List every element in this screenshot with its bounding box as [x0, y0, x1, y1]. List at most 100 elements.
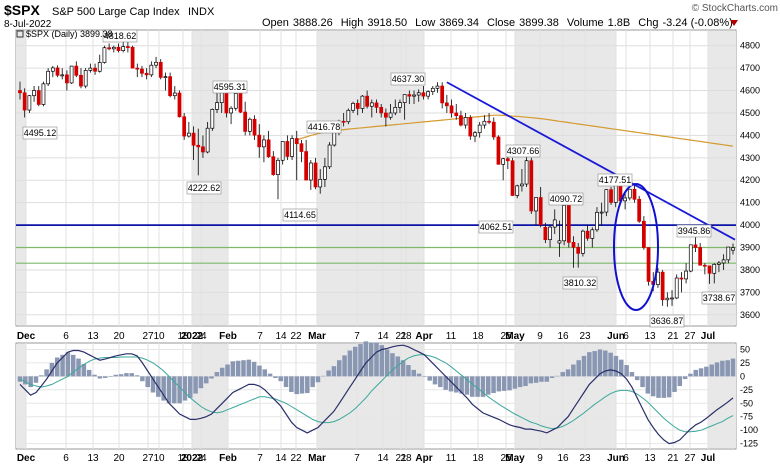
candle: [308, 160, 313, 190]
candle: [60, 68, 65, 80]
candle-body: [32, 90, 36, 97]
macd-hist-bar: [363, 341, 369, 377]
candle-body: [505, 158, 510, 162]
annotation: 4114.65: [282, 208, 318, 222]
macd-hist-bar: [395, 356, 401, 377]
macd-hist-bar: [251, 361, 257, 377]
candle-body: [449, 105, 454, 114]
candle-body: [632, 188, 637, 200]
date-label: 8-Jul-2022: [4, 19, 52, 30]
exchange-label: INDX: [188, 6, 215, 18]
macd-hist-bar: [257, 365, 262, 377]
annotation-box: [306, 120, 342, 134]
candle-body: [548, 226, 552, 241]
candle: [351, 101, 355, 113]
candle-body: [41, 83, 46, 105]
candle: [257, 124, 262, 158]
annotation-box: [390, 72, 426, 86]
candle: [196, 128, 201, 176]
candle: [552, 209, 557, 235]
candle-body: [50, 67, 55, 72]
macd-hist-bar: [464, 376, 470, 395]
x-tick-label: 13: [644, 331, 656, 342]
candle: [304, 139, 309, 181]
candle-body: [247, 118, 252, 132]
candle-body: [702, 264, 707, 267]
candle: [642, 216, 646, 250]
candle-body: [219, 92, 224, 104]
candle: [543, 222, 548, 244]
candle: [510, 157, 515, 196]
candle: [22, 88, 27, 118]
candle-body: [22, 92, 27, 111]
candle-body: [186, 132, 191, 137]
candle-body: [581, 230, 585, 254]
volume-label: Volume: [567, 17, 604, 29]
candle: [318, 169, 323, 194]
candle: [233, 91, 238, 111]
candle-body: [721, 259, 726, 264]
candle-body: [140, 68, 144, 74]
candle-body: [393, 107, 398, 114]
price-y-tick-label: 3600: [740, 310, 760, 320]
candle: [468, 115, 473, 140]
price-y-tick-label: 4000: [740, 220, 760, 230]
macd-lines: [19, 344, 734, 445]
candle-body: [102, 47, 107, 63]
x-tick-label: 18: [472, 453, 484, 464]
macd-hist-bar: [448, 376, 454, 392]
candle-body: [323, 166, 327, 180]
annotation-box: [102, 29, 138, 43]
candle: [571, 236, 576, 268]
legend-checkbox-icon[interactable]: [16, 30, 24, 38]
candle-body: [215, 102, 219, 110]
candle-body: [276, 159, 280, 175]
macd-hist-bar: [86, 369, 92, 377]
x-tick-label: 6: [623, 331, 629, 342]
candle: [238, 90, 243, 113]
candle-body: [595, 211, 599, 231]
candle: [93, 63, 97, 75]
x-tick-label: 21: [395, 331, 407, 342]
candle: [581, 229, 585, 257]
macd-hist-bar: [555, 375, 560, 377]
candle-body: [534, 197, 538, 212]
macd-hist-bar: [129, 373, 135, 377]
candle-body: [473, 132, 477, 137]
candle: [430, 86, 435, 96]
ma200-line: [296, 114, 734, 147]
candle: [163, 72, 168, 91]
candle: [144, 68, 149, 80]
candle: [215, 92, 219, 113]
macd-hist-bar: [565, 369, 571, 377]
candle-body: [229, 107, 233, 114]
candle: [154, 56, 158, 69]
downtrend-line: [446, 81, 736, 241]
candle: [172, 86, 177, 100]
candle: [65, 70, 69, 91]
month-shade: [192, 344, 228, 448]
macd-hist-bar: [629, 372, 635, 377]
candle-body: [477, 124, 482, 134]
candle: [407, 90, 412, 104]
macd-hist-bar: [427, 376, 432, 381]
candle-body: [646, 247, 651, 282]
candle-body: [726, 246, 731, 261]
x-tick-label: 7: [354, 331, 360, 342]
candle-body: [660, 271, 665, 301]
candle: [726, 246, 731, 264]
candle-body: [318, 178, 323, 188]
candle-body: [294, 138, 299, 145]
x-tick-label: 22: [290, 331, 302, 342]
candle-body: [355, 102, 360, 109]
x-tick-label: 21: [667, 453, 679, 464]
macd-hist-bar: [336, 360, 342, 377]
annotation: 4062.51: [478, 220, 514, 234]
annotation-label: 4222.62: [188, 183, 221, 193]
chg-label: Chg: [638, 17, 658, 29]
candle: [515, 184, 520, 199]
candle: [534, 197, 538, 226]
candle-body: [524, 160, 529, 185]
candle: [496, 135, 501, 165]
